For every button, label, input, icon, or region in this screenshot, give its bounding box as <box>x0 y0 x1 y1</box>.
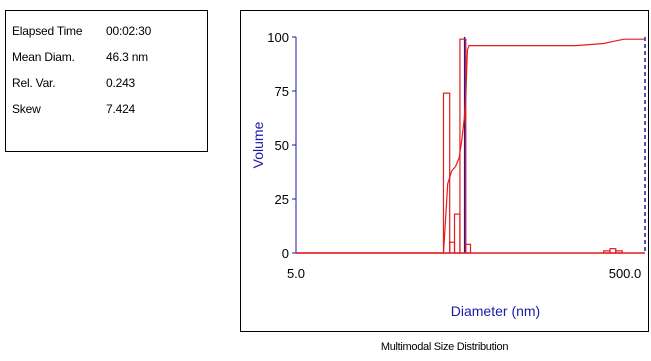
x-axis-title: Diameter (nm) <box>451 303 540 319</box>
stat-row-elapsed-time: Elapsed Time 00:02:30 <box>6 21 207 41</box>
chart-panel: 0 25 50 75 100 5.0 500.0 Diameter (nm) Volume <box>240 10 649 332</box>
stat-value: 46.3 nm <box>106 50 148 64</box>
stat-value: 00:02:30 <box>106 24 152 38</box>
stat-label: Elapsed Time <box>12 24 83 38</box>
stat-label: Rel. Var. <box>12 76 56 90</box>
histogram-bar <box>449 241 456 254</box>
stat-label: Mean Diam. <box>12 50 75 64</box>
cumulative-line <box>296 38 645 254</box>
x-tick-label: 500.0 <box>609 266 642 281</box>
histogram-bar <box>453 213 461 254</box>
y-tick-label: 75 <box>275 84 289 99</box>
stat-row-skew: Skew 7.424 <box>6 99 207 119</box>
stat-row-rel-var: Rel. Var. 0.243 <box>6 73 207 93</box>
y-tick-label: 100 <box>267 30 289 45</box>
stats-panel: Elapsed Time 00:02:30 Mean Diam. 46.3 nm… <box>5 10 208 152</box>
y-tick-label: 25 <box>275 192 289 207</box>
stat-value: 0.243 <box>106 76 136 90</box>
chart-plot: 0 25 50 75 100 5.0 500.0 Diameter (nm) Volume <box>250 30 646 319</box>
y-tick-label: 50 <box>275 138 289 153</box>
x-tick-label: 5.0 <box>287 266 305 281</box>
histogram-bar <box>465 243 472 254</box>
stat-label: Skew <box>12 102 41 116</box>
stat-value: 7.424 <box>106 102 136 116</box>
y-tick-label: 0 <box>282 246 289 261</box>
chart-caption: Multimodal Size Distribution <box>380 341 509 353</box>
y-axis-title: Volume <box>250 121 266 168</box>
stat-row-mean-diameter: Mean Diam. 46.3 nm <box>6 47 207 67</box>
